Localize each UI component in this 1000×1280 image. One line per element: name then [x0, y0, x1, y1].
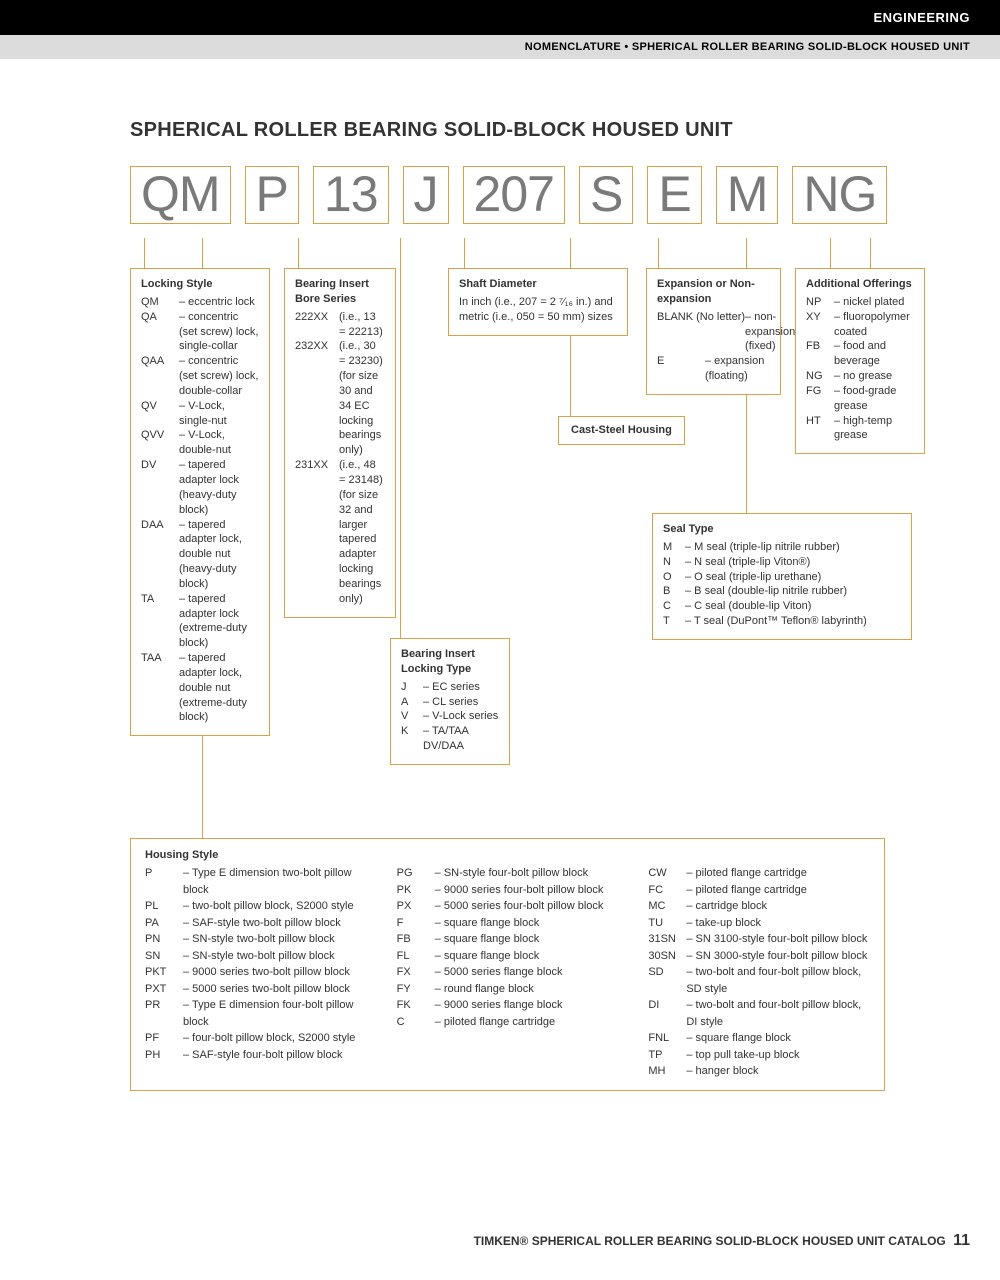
list-item: M– M seal (triple-lip nitrile rubber): [663, 540, 901, 555]
list-item: QV– V-Lock, single-nut: [141, 399, 259, 429]
locking-style-box: Locking Style QM– eccentric lockQA– conc…: [130, 268, 270, 736]
list-item: E– expansion (floating): [657, 354, 770, 384]
list-item: FG– food-grade grease: [806, 384, 914, 414]
list-item: TA– tapered adapter lock (extreme-duty b…: [141, 592, 259, 651]
list-item: PXT– 5000 series two-bolt pillow block: [145, 981, 367, 998]
list-item: PH– SAF-style four-bolt pillow block: [145, 1047, 367, 1064]
bore-series-title: Bearing Insert Bore Series: [295, 277, 385, 307]
code-part-5: S: [579, 166, 633, 224]
shaft-title: Shaft Diameter: [459, 277, 617, 292]
list-item: F– square flange block: [397, 915, 619, 932]
list-item: PN– SN-style two-bolt pillow block: [145, 931, 367, 948]
list-item: NP– nickel plated: [806, 295, 914, 310]
locking-type-title: Bearing Insert Locking Type: [401, 647, 499, 677]
list-item: FC– piloted flange cartridge: [648, 882, 870, 899]
list-item: CW– piloted flange cartridge: [648, 865, 870, 882]
list-item: PA– SAF-style two-bolt pillow block: [145, 915, 367, 932]
list-item: P– Type E dimension two-bolt pillow bloc…: [145, 865, 367, 898]
list-item: 222XX(i.e., 13 = 22213): [295, 310, 385, 340]
header-category: ENGINEERING: [0, 0, 1000, 35]
list-item: FNL– square flange block: [648, 1030, 870, 1047]
list-item: QM– eccentric lock: [141, 295, 259, 310]
code-part-4: 207: [463, 166, 565, 224]
list-item: BLANK (No letter)– non-expansion (fixed): [657, 310, 770, 355]
list-item: MH– hanger block: [648, 1063, 870, 1080]
list-item: O– O seal (triple-lip urethane): [663, 570, 901, 585]
list-item: DI– two-bolt and four-bolt pillow block,…: [648, 997, 870, 1030]
additional-title: Additional Offerings: [806, 277, 914, 292]
list-item: PK– 9000 series four-bolt pillow block: [397, 882, 619, 899]
list-item: FX– 5000 series flange block: [397, 964, 619, 981]
bore-series-box: Bearing Insert Bore Series 222XX(i.e., 1…: [284, 268, 396, 618]
list-item: PL– two-bolt pillow block, S2000 style: [145, 898, 367, 915]
header-subtitle: NOMENCLATURE • SPHERICAL ROLLER BEARING …: [0, 35, 1000, 59]
footer-text: TIMKEN® SPHERICAL ROLLER BEARING SOLID-B…: [474, 1234, 946, 1248]
cast-steel-text: Cast-Steel Housing: [571, 423, 672, 438]
diagram-area: Locking Style QM– eccentric lockQA– conc…: [130, 238, 940, 958]
shaft-text: In inch (i.e., 207 = 2 ⁷⁄₁₆ in.) and met…: [459, 295, 617, 325]
list-item: DAA– tapered adapter lock, double nut (h…: [141, 518, 259, 592]
list-item: FB– square flange block: [397, 931, 619, 948]
list-item: B– B seal (double-lip nitrile rubber): [663, 584, 901, 599]
list-item: PR– Type E dimension four-bolt pillow bl…: [145, 997, 367, 1030]
additional-box: Additional Offerings NP– nickel platedXY…: [795, 268, 925, 454]
list-item: FK– 9000 series flange block: [397, 997, 619, 1014]
expansion-box: Expansion or Non-expansion BLANK (No let…: [646, 268, 781, 395]
expansion-title: Expansion or Non-expansion: [657, 277, 770, 307]
list-item: J– EC series: [401, 680, 499, 695]
list-item: 31SN– SN 3100-style four-bolt pillow blo…: [648, 931, 870, 948]
list-item: TU– take-up block: [648, 915, 870, 932]
list-item: V– V-Lock series: [401, 709, 499, 724]
list-item: QVV– V-Lock, double-nut: [141, 428, 259, 458]
list-item: C– C seal (double-lip Viton): [663, 599, 901, 614]
seal-type-box: Seal Type M– M seal (triple-lip nitrile …: [652, 513, 912, 640]
code-part-7: M: [716, 166, 779, 224]
list-item: 30SN– SN 3000-style four-bolt pillow blo…: [648, 948, 870, 965]
list-item: TAA– tapered adapter lock, double nut (e…: [141, 651, 259, 725]
list-item: PG– SN-style four-bolt pillow block: [397, 865, 619, 882]
code-part-8: NG: [792, 166, 887, 224]
list-item: 232XX(i.e., 30 = 23230) (for size 30 and…: [295, 339, 385, 458]
list-item: DV– tapered adapter lock (heavy-duty blo…: [141, 458, 259, 517]
page-number: 11: [953, 1232, 970, 1249]
seal-title: Seal Type: [663, 522, 901, 537]
list-item: SD– two-bolt and four-bolt pillow block,…: [648, 964, 870, 997]
list-item: FB– food and beverage: [806, 339, 914, 369]
list-item: HT– high-temp grease: [806, 414, 914, 444]
shaft-diameter-box: Shaft Diameter In inch (i.e., 207 = 2 ⁷⁄…: [448, 268, 628, 336]
list-item: A– CL series: [401, 695, 499, 710]
list-item: N– N seal (triple-lip Viton®): [663, 555, 901, 570]
housing-title: Housing Style: [145, 849, 870, 861]
list-item: SN– SN-style two-bolt pillow block: [145, 948, 367, 965]
footer: TIMKEN® SPHERICAL ROLLER BEARING SOLID-B…: [474, 1232, 970, 1250]
list-item: QAA– concentric (set screw) lock, double…: [141, 354, 259, 399]
list-item: C– piloted flange cartridge: [397, 1014, 619, 1031]
cast-steel-box: Cast-Steel Housing: [558, 416, 685, 445]
list-item: 231XX(i.e., 48 = 23148) (for size 32 and…: [295, 458, 385, 606]
housing-style-box: Housing Style P– Type E dimension two-bo…: [130, 838, 885, 1091]
code-part-6: E: [647, 166, 701, 224]
locking-style-title: Locking Style: [141, 277, 259, 292]
list-item: PF– four-bolt pillow block, S2000 style: [145, 1030, 367, 1047]
list-item: TP– top pull take-up block: [648, 1047, 870, 1064]
code-part-0: QM: [130, 166, 231, 224]
page-title: SPHERICAL ROLLER BEARING SOLID-BLOCK HOU…: [130, 119, 940, 142]
list-item: PKT– 9000 series two-bolt pillow block: [145, 964, 367, 981]
code-part-1: P: [245, 166, 299, 224]
list-item: XY– fluoropolymer coated: [806, 310, 914, 340]
list-item: QA– concentric (set screw) lock, single-…: [141, 310, 259, 355]
list-item: FY– round flange block: [397, 981, 619, 998]
locking-type-box: Bearing Insert Locking Type J– EC series…: [390, 638, 510, 765]
list-item: FL– square flange block: [397, 948, 619, 965]
list-item: T– T seal (DuPont™ Teflon® labyrinth): [663, 614, 901, 629]
nomenclature-code-row: QMP13J207SEMNG: [130, 166, 940, 224]
list-item: MC– cartridge block: [648, 898, 870, 915]
list-item: PX– 5000 series four-bolt pillow block: [397, 898, 619, 915]
code-part-3: J: [403, 166, 449, 224]
list-item: NG– no grease: [806, 369, 914, 384]
code-part-2: 13: [313, 166, 389, 224]
list-item: K– TA/TAA DV/DAA: [401, 724, 499, 754]
